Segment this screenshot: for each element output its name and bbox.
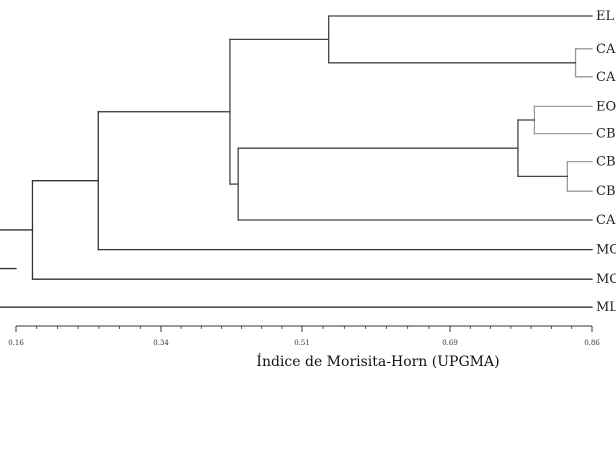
leaf-labels: EL CAO CAC EO CBC CBL CBO CAL MO MC ML [596, 9, 616, 315]
leaf-label-cbo: CBO [596, 184, 616, 199]
tick-label-5: 0.86 [584, 339, 600, 347]
dendrogram-branches [0, 15, 593, 308]
axis-major-ticks [15, 326, 593, 332]
leaf-label-cbc: CBC [596, 127, 616, 142]
leaf-label-cao: CAO [596, 42, 616, 57]
similarity-axis: 0.16 0.34 0.51 0.69 0.86 Índice de Moris… [8, 325, 600, 370]
tick-label-4: 0.69 [442, 339, 458, 347]
leaf-label-eo: EO [596, 99, 616, 114]
tick-label-1: 0.16 [8, 339, 24, 347]
leaf-label-cac: CAC [596, 70, 616, 85]
leaf-label-ml: ML [596, 300, 616, 315]
tick-label-3: 0.51 [294, 339, 310, 347]
leaf-label-mc: MC [596, 272, 616, 287]
leaf-label-mo: MO [596, 243, 616, 258]
leaf-label-cbl: CBL [596, 155, 616, 170]
tick-label-2: 0.34 [153, 339, 169, 347]
axis-minor-ticks [36, 326, 573, 329]
leaf-label-el: EL [596, 9, 614, 24]
leaf-label-cal: CAL [596, 213, 616, 228]
axis-title: Índice de Morisita-Horn (UPGMA) [256, 352, 499, 370]
